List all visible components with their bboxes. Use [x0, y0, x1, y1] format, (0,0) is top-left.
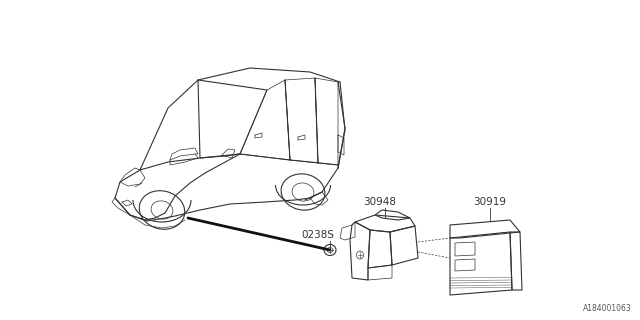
- Text: 30919: 30919: [474, 197, 506, 207]
- Text: A184001063: A184001063: [583, 304, 632, 313]
- Text: 30948: 30948: [364, 197, 397, 207]
- Text: 0238S: 0238S: [301, 230, 335, 240]
